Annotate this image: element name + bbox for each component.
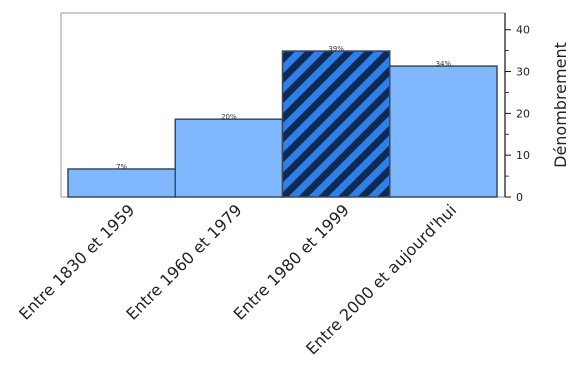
y-tick-label-20: 20 — [516, 107, 530, 120]
x-tick-label-3: Entre 1980 et 1999 — [230, 200, 353, 323]
data-label-2: 20% — [221, 113, 237, 121]
y-tick-label-0: 0 — [516, 191, 523, 204]
y-tick-label-40: 40 — [516, 24, 530, 37]
bar-4[interactable] — [389, 65, 498, 198]
x-tick-label-1: Entre 1830 et 1959 — [15, 200, 138, 323]
data-label-1: 7% — [116, 163, 127, 171]
data-label-3: 39% — [328, 45, 344, 53]
y-axis: 0 10 20 30 40 — [504, 13, 530, 204]
y-tick-label-30: 30 — [516, 66, 530, 79]
bar-2[interactable] — [174, 118, 284, 198]
bar-3[interactable] — [281, 50, 391, 198]
data-label-4: 34% — [436, 60, 452, 68]
x-tick-label-2: Entre 1960 et 1979 — [122, 200, 245, 323]
data-labels-layer: 7% 20% 39% 34% — [116, 45, 451, 171]
bars-layer — [67, 50, 498, 198]
bar-1[interactable] — [67, 168, 176, 198]
y-tick-label-10: 10 — [516, 149, 530, 162]
y-axis-title: Dénombrement — [551, 42, 570, 168]
